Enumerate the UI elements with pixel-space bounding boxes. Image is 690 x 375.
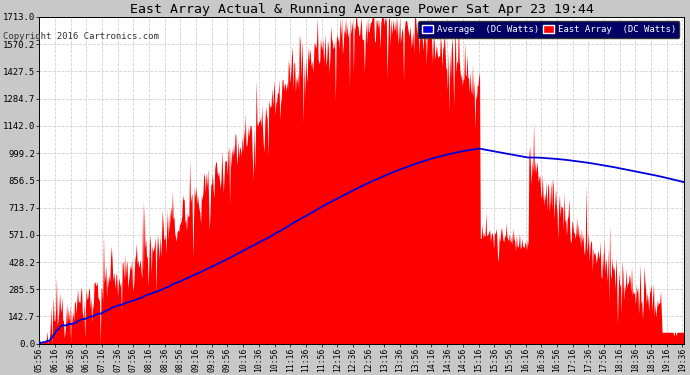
Text: Copyright 2016 Cartronics.com: Copyright 2016 Cartronics.com <box>3 32 159 41</box>
Title: East Array Actual & Running Average Power Sat Apr 23 19:44: East Array Actual & Running Average Powe… <box>130 3 593 16</box>
Legend: Average  (DC Watts), East Array  (DC Watts): Average (DC Watts), East Array (DC Watts… <box>419 21 680 38</box>
